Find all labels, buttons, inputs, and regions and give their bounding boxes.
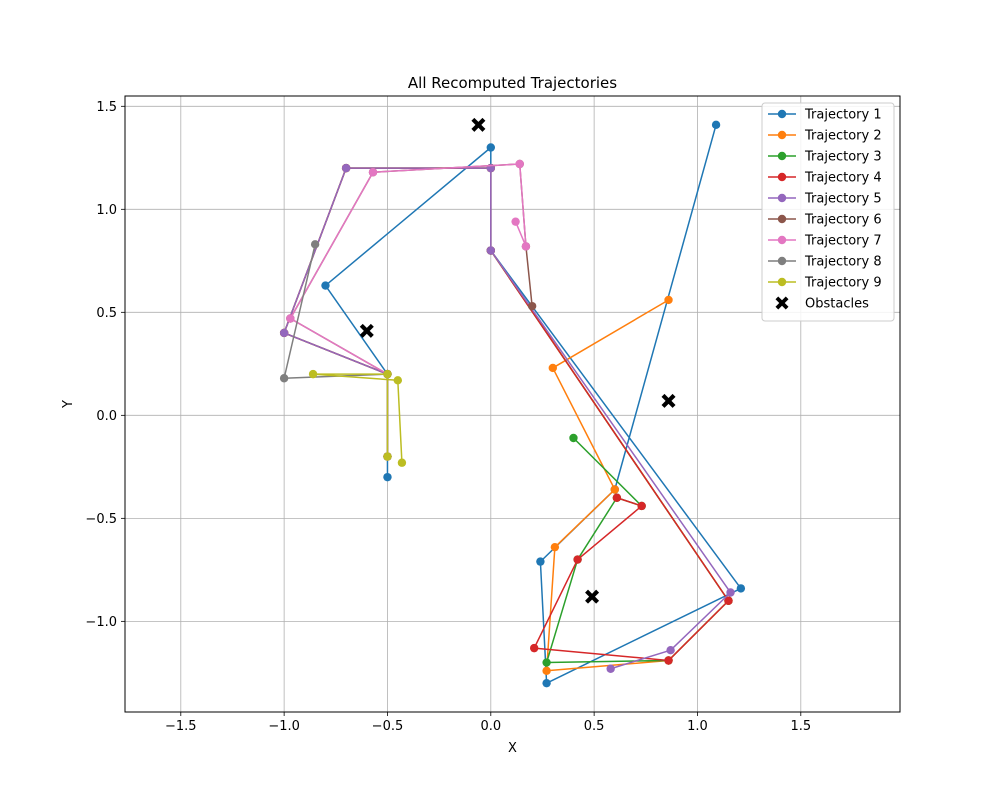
trajectory-2-point bbox=[610, 485, 619, 494]
obstacle-marker bbox=[661, 393, 676, 408]
obstacle-marker bbox=[359, 323, 374, 338]
legend-entry: Obstacles bbox=[775, 296, 869, 312]
trajectory-4-point bbox=[573, 555, 582, 564]
legend-marker bbox=[777, 151, 787, 161]
trajectory-2-point bbox=[542, 666, 551, 675]
legend-entry: Trajectory 2 bbox=[768, 129, 882, 144]
x-tick-label: 1.5 bbox=[790, 719, 811, 734]
trajectory-1-point bbox=[383, 472, 392, 482]
trajectory-1-point bbox=[711, 120, 721, 130]
legend-marker bbox=[777, 256, 787, 266]
trajectory-9-series bbox=[308, 369, 407, 467]
legend-entry: Trajectory 5 bbox=[768, 192, 882, 207]
y-axis-label: Y bbox=[61, 400, 76, 409]
obstacle-marker bbox=[585, 589, 600, 604]
y-tick-label: 1.5 bbox=[96, 100, 117, 115]
trajectory-3-point bbox=[542, 658, 551, 667]
legend-box bbox=[761, 102, 895, 322]
legend-obstacle-marker bbox=[775, 296, 789, 310]
axis-ticks: −1.5 −1.0 −0.5 0.0 0.5 1.0 1.5 −1.0 −0.5 0.0 0.5 1.… bbox=[85, 100, 811, 734]
legend-label: Obstacles bbox=[805, 297, 869, 312]
x-tick-label: −1.5 bbox=[165, 719, 197, 734]
legend-marker bbox=[777, 172, 787, 182]
legend-label: Trajectory 3 bbox=[804, 150, 882, 165]
legend-label: Trajectory 6 bbox=[804, 213, 882, 228]
y-tick-label: 1.0 bbox=[96, 203, 117, 218]
obstacle-markers bbox=[359, 117, 676, 604]
legend-marker bbox=[777, 130, 787, 140]
legend-label: Trajectory 8 bbox=[804, 255, 882, 270]
trajectory-3-point bbox=[569, 433, 578, 443]
legend-marker bbox=[777, 277, 787, 287]
legend-label: Trajectory 7 bbox=[804, 234, 882, 249]
trajectory-7-point bbox=[515, 159, 524, 169]
legend: Trajectory 1 Trajectory 2 Trajectory 3 Traj… bbox=[761, 102, 895, 322]
trajectory-4-point bbox=[612, 493, 622, 502]
trajectory-9-point bbox=[397, 458, 407, 467]
y-tick-label: −0.5 bbox=[85, 512, 117, 527]
trajectory-9-point bbox=[308, 369, 318, 379]
legend-label: Trajectory 2 bbox=[804, 129, 882, 144]
trajectory-7-point bbox=[368, 168, 378, 177]
trajectory-1-point bbox=[736, 584, 746, 593]
legend-entry: Trajectory 8 bbox=[768, 255, 882, 270]
x-tick-label: −0.5 bbox=[372, 719, 404, 734]
legend-label: Trajectory 4 bbox=[804, 171, 882, 186]
legend-marker bbox=[777, 193, 787, 203]
x-tick-label: 1.0 bbox=[687, 719, 708, 734]
trajectory-1-point bbox=[542, 678, 551, 688]
legend-entry: Trajectory 3 bbox=[768, 150, 882, 165]
trajectory-7-point bbox=[521, 242, 531, 251]
y-tick-label: −1.0 bbox=[85, 615, 117, 630]
trajectory-2-point bbox=[550, 542, 560, 552]
chart-title: All Recomputed Trajectories bbox=[408, 74, 617, 92]
x-tick-label: 0.0 bbox=[480, 719, 501, 734]
legend-label: Trajectory 5 bbox=[804, 192, 882, 207]
trajectory-1-point bbox=[536, 557, 545, 566]
legend-marker bbox=[777, 214, 787, 224]
x-tick-label: 0.5 bbox=[584, 719, 605, 734]
trajectory-9-point bbox=[383, 369, 392, 379]
trajectory-4-point bbox=[664, 656, 673, 665]
trajectory-7-point bbox=[511, 217, 520, 226]
trajectory-5-point bbox=[279, 328, 289, 338]
x-axis-label: X bbox=[508, 741, 517, 756]
series-layer bbox=[279, 120, 746, 688]
legend-entry: Trajectory 9 bbox=[768, 276, 882, 291]
trajectory-5-point bbox=[726, 588, 735, 597]
legend-marker bbox=[777, 235, 787, 245]
trajectory-5-point bbox=[341, 163, 351, 173]
trajectory-2-point bbox=[548, 363, 557, 373]
trajectory-5-point bbox=[606, 664, 615, 673]
trajectory-5-point bbox=[666, 645, 675, 655]
y-tick-label: 0.0 bbox=[96, 409, 117, 424]
trajectory-9-point bbox=[383, 452, 392, 461]
trajectory-2-point bbox=[664, 295, 673, 305]
legend-entry: Trajectory 4 bbox=[768, 171, 882, 186]
legend-entry: Trajectory 1 bbox=[768, 108, 882, 123]
legend-label: Trajectory 1 bbox=[804, 108, 882, 123]
legend-entry: Trajectory 7 bbox=[768, 234, 882, 249]
trajectory-1-point bbox=[486, 143, 495, 152]
obstacle-marker bbox=[471, 117, 486, 132]
trajectory-4-point bbox=[637, 501, 646, 511]
trajectory-4-point bbox=[530, 643, 539, 653]
legend-marker bbox=[777, 109, 787, 119]
trajectory-9-point bbox=[393, 376, 402, 385]
trajectory-4-point bbox=[724, 596, 733, 605]
trajectory-6-point bbox=[527, 301, 537, 311]
trajectory-5-point bbox=[486, 246, 495, 255]
y-tick-label: 0.5 bbox=[96, 306, 117, 321]
trajectory-5-series bbox=[279, 163, 735, 673]
trajectory-7-point bbox=[286, 314, 295, 323]
plot-frame bbox=[124, 95, 901, 713]
legend-entry: Trajectory 6 bbox=[768, 213, 882, 228]
trajectory-1-point bbox=[321, 281, 330, 290]
legend-label: Trajectory 9 bbox=[804, 276, 882, 291]
trajectory-8-point bbox=[279, 374, 289, 383]
x-tick-label: −1.0 bbox=[268, 719, 300, 734]
trajectory-8-point bbox=[310, 240, 320, 249]
